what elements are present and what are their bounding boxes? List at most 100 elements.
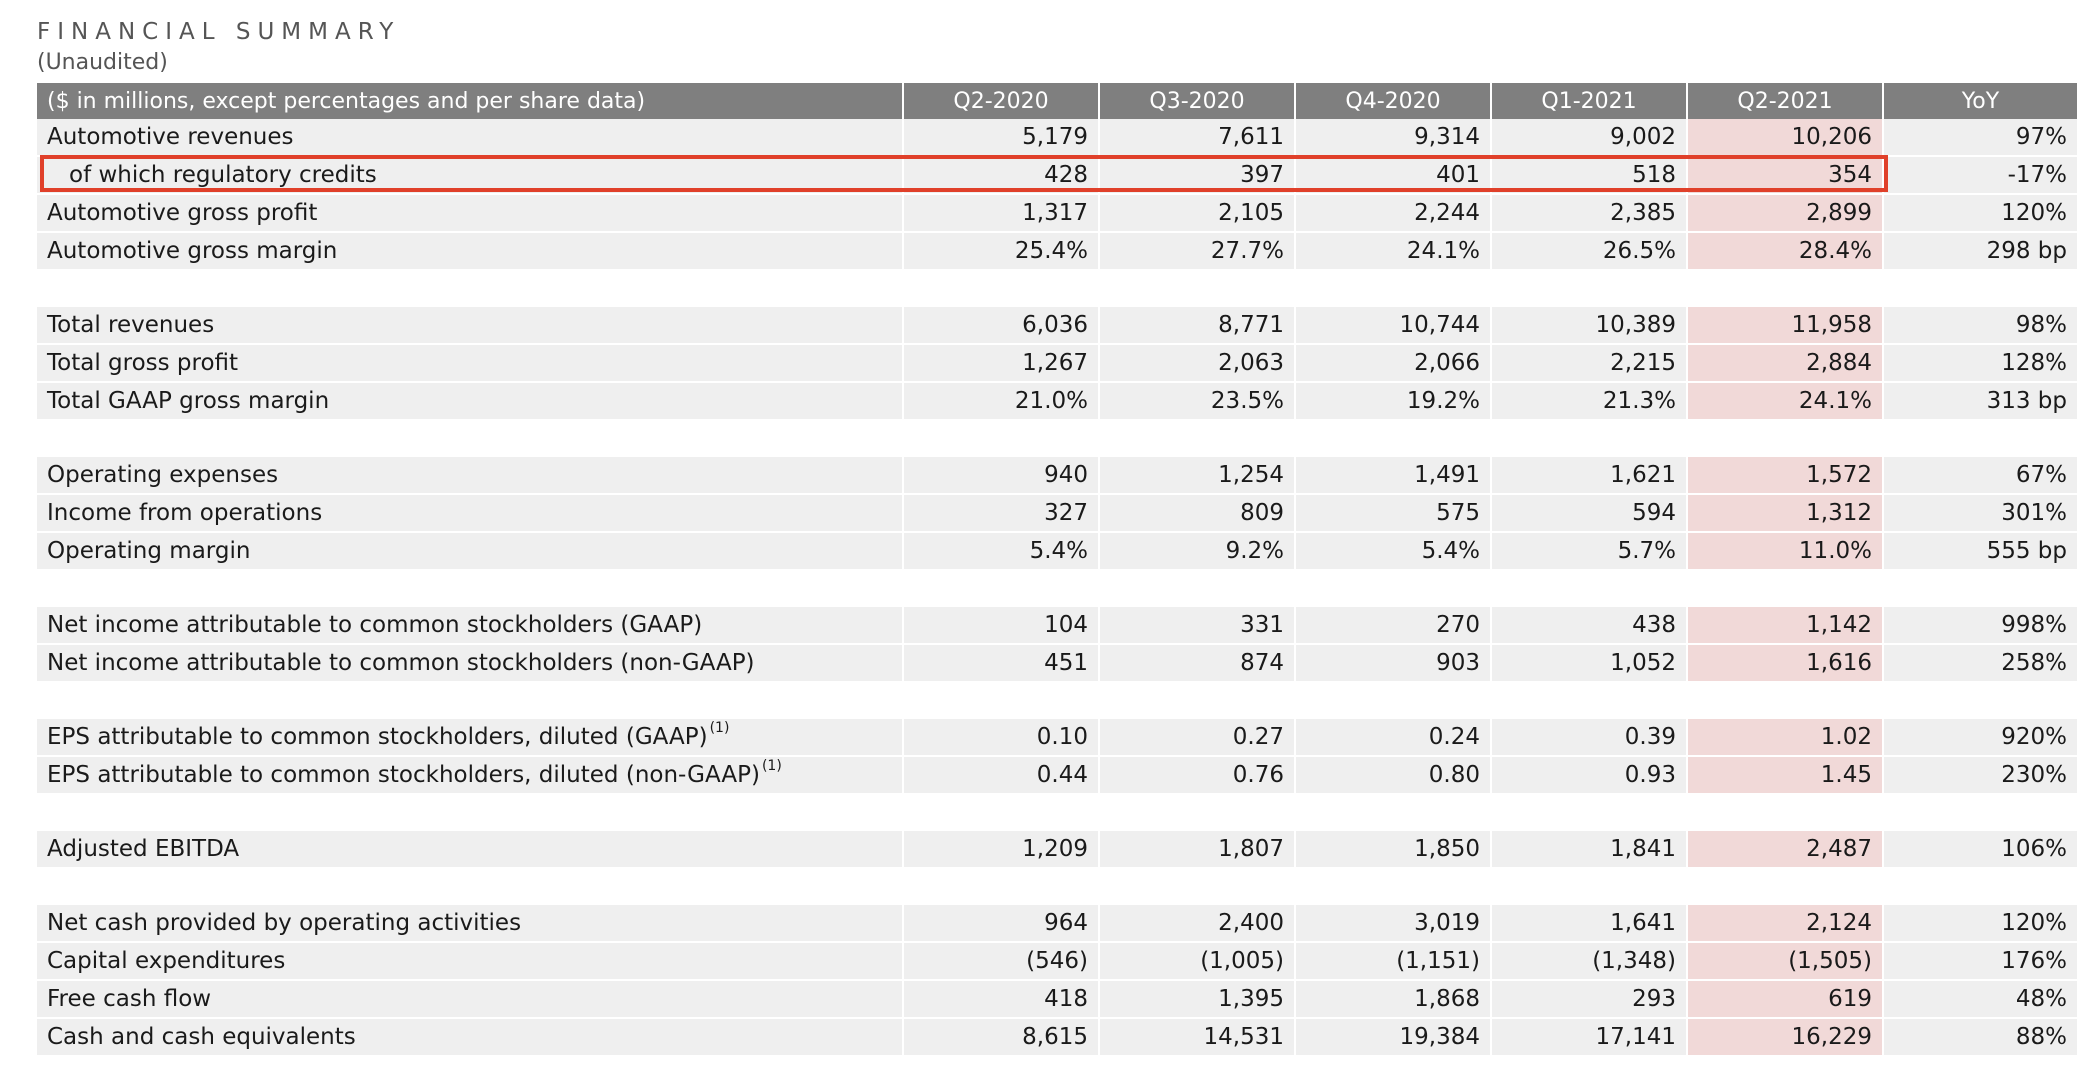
value-cell: 7,611 [1099,119,1296,157]
value-cell: 518 [1491,156,1688,195]
value-cell: 594 [1491,494,1688,533]
row-label: Automotive revenues [37,119,904,157]
value-cell: 2,063 [1099,344,1296,383]
value-cell: 397 [1099,156,1296,195]
table-row: Income from operations 327 809 575 594 1,312 3… [37,494,2077,533]
value-cell: 8,615 [903,1018,1100,1057]
value-cell: 5.7% [1491,532,1688,571]
row-label-text: of which regulatory credits [69,162,377,188]
value-cell: 0.27 [1099,719,1296,757]
value-cell: 1,142 [1687,607,1884,645]
value-cell: 0.44 [903,756,1100,795]
table-row: Total gross profit 1,267 2,063 2,066 2,215 2,… [37,344,2077,383]
yoy-cell: 128% [1883,344,2077,383]
header-q2-2020: Q2-2020 [903,83,1100,119]
yoy-cell: 230% [1883,756,2077,795]
row-label: EPS attributable to common stockholders,… [37,756,904,795]
table-row: Cash and cash equivalents 8,615 14,531 19,3… [37,1018,2077,1057]
yoy-cell: 48% [1883,980,2077,1019]
footnote-marker: (1) [709,720,730,736]
yoy-cell: 258% [1883,644,2077,683]
value-cell: 21.3% [1491,382,1688,421]
value-cell: 1,312 [1687,494,1884,533]
value-cell: 6,036 [903,307,1100,345]
yoy-cell: 106% [1883,831,2077,869]
spacer-cell [37,420,2077,457]
value-cell: 0.10 [903,719,1100,757]
value-cell: (546) [903,942,1100,981]
value-cell: 2,124 [1687,905,1884,943]
value-cell: 104 [903,607,1100,645]
header-q3-2020: Q3-2020 [1099,83,1296,119]
header-row: ($ in millions, except percentages and p… [37,83,2077,119]
value-cell: 24.1% [1295,232,1492,271]
row-label-text: Total gross profit [47,350,239,376]
table-row: Net income attributable to common stockh… [37,644,2077,683]
group-spacer [37,420,2077,457]
table-row: Net income attributable to common stockh… [37,607,2077,645]
yoy-cell: 120% [1883,194,2077,233]
yoy-cell: 920% [1883,719,2077,757]
value-cell: 1,616 [1687,644,1884,683]
row-label: Net income attributable to common stockh… [37,607,904,645]
yoy-cell: 176% [1883,942,2077,981]
group-spacer [37,682,2077,719]
value-cell: 354 [1687,156,1884,195]
value-cell: 26.5% [1491,232,1688,271]
value-cell: 5.4% [903,532,1100,571]
yoy-cell: 298 bp [1883,232,2077,271]
value-cell: 428 [903,156,1100,195]
value-cell: 1,052 [1491,644,1688,683]
value-cell: 1,621 [1491,457,1688,495]
group-spacer [37,794,2077,831]
row-label-text: Capital expenditures [47,948,286,974]
group-spacer [37,270,2077,307]
value-cell: 327 [903,494,1100,533]
value-cell: (1,348) [1491,942,1688,981]
value-cell: 0.24 [1295,719,1492,757]
row-label: Net cash provided by operating activitie… [37,905,904,943]
spacer-cell [37,270,2077,307]
table-row: Free cash flow 418 1,395 1,868 293 619 48% [37,980,2077,1019]
value-cell: 5.4% [1295,532,1492,571]
value-cell: 619 [1687,980,1884,1019]
value-cell: 2,244 [1295,194,1492,233]
value-cell: 9,314 [1295,119,1492,157]
value-cell: 9,002 [1491,119,1688,157]
value-cell: 17,141 [1491,1018,1688,1057]
row-label-text: Operating expenses [47,462,279,488]
row-label: Adjusted EBITDA [37,831,904,869]
spacer-cell [37,868,2077,905]
table-row: Operating expenses 940 1,254 1,491 1,621 1,57… [37,457,2077,495]
table-row: Capital expenditures (546) (1,005) (1,151)(… [37,942,2077,981]
value-cell: 24.1% [1687,382,1884,421]
value-cell: 10,744 [1295,307,1492,345]
yoy-cell: 120% [1883,905,2077,943]
document-subtitle: (Unaudited) [37,50,168,75]
value-cell: 1,491 [1295,457,1492,495]
value-cell: 11,958 [1687,307,1884,345]
table-row: EPS attributable to common stockholders,… [37,756,2077,795]
value-cell: 21.0% [903,382,1100,421]
row-label: Total gross profit [37,344,904,383]
yoy-cell: 98% [1883,307,2077,345]
yoy-cell: 301% [1883,494,2077,533]
value-cell: 1,850 [1295,831,1492,869]
value-cell: 1,841 [1491,831,1688,869]
table-row: of which regulatory credits 428 397 401 518 3… [37,156,2077,195]
financial-summary-document: FINANCIAL SUMMARY (Unaudited) ($ in mill… [37,16,2077,1057]
value-cell: 451 [903,644,1100,683]
row-label: Operating expenses [37,457,904,495]
value-cell: 331 [1099,607,1296,645]
yoy-cell: 555 bp [1883,532,2077,571]
yoy-cell: 88% [1883,1018,2077,1057]
row-label-text: Net income attributable to common stockh… [47,612,703,638]
row-label-text: Automotive gross profit [47,200,318,226]
yoy-cell: 97% [1883,119,2077,157]
value-cell: 16,229 [1687,1018,1884,1057]
row-label-text: Automotive gross margin [47,238,338,264]
header-yoy: YoY [1883,83,2077,119]
row-label: Automotive gross margin [37,232,904,271]
row-label: EPS attributable to common stockholders,… [37,719,904,757]
value-cell: (1,005) [1099,942,1296,981]
